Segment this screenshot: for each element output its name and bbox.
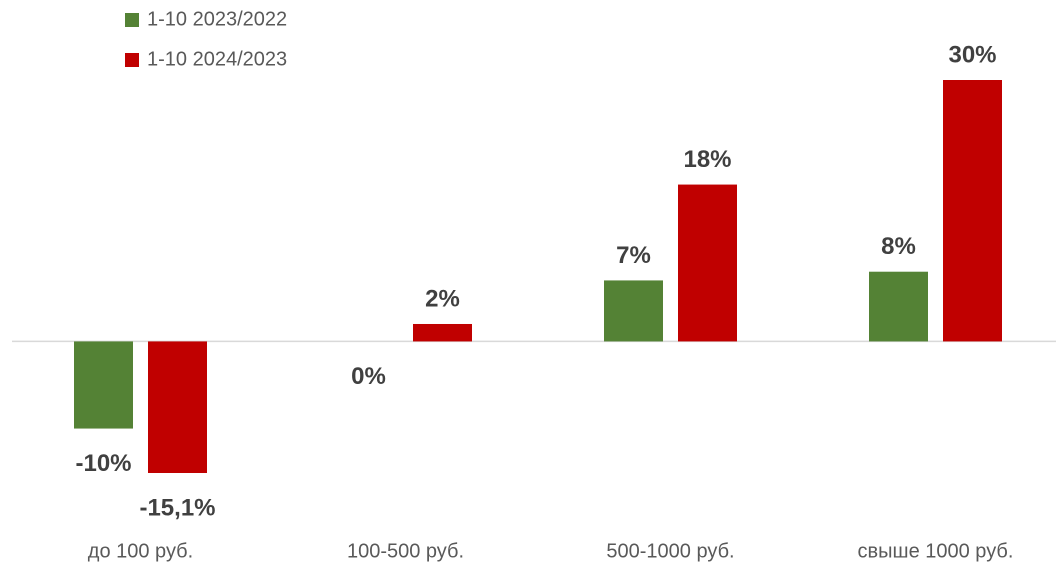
bar [943, 80, 1002, 342]
x-tick-label: 500-1000 руб. [606, 540, 734, 562]
bar [413, 323, 472, 342]
bar [604, 280, 663, 342]
data-label: 7% [616, 242, 651, 269]
x-tick-label: до 100 руб. [88, 540, 193, 562]
bar [869, 271, 928, 342]
bar [678, 184, 737, 342]
legend-label: 1-10 2023/2022 [147, 8, 287, 30]
bar [74, 341, 133, 429]
legend-label: 1-10 2024/2023 [147, 48, 287, 70]
data-label: -10% [75, 450, 131, 477]
data-label: 0% [351, 363, 386, 390]
x-tick-label: свыше 1000 руб. [858, 540, 1014, 562]
data-label: 30% [948, 41, 996, 68]
legend-swatch [125, 13, 139, 27]
data-label: 18% [683, 146, 731, 173]
x-tick-label: 100-500 руб. [347, 540, 464, 562]
data-label: 2% [425, 285, 460, 312]
data-label: -15,1% [139, 494, 215, 521]
bar [148, 341, 207, 473]
data-label: 8% [881, 233, 916, 260]
legend-swatch [125, 53, 139, 67]
